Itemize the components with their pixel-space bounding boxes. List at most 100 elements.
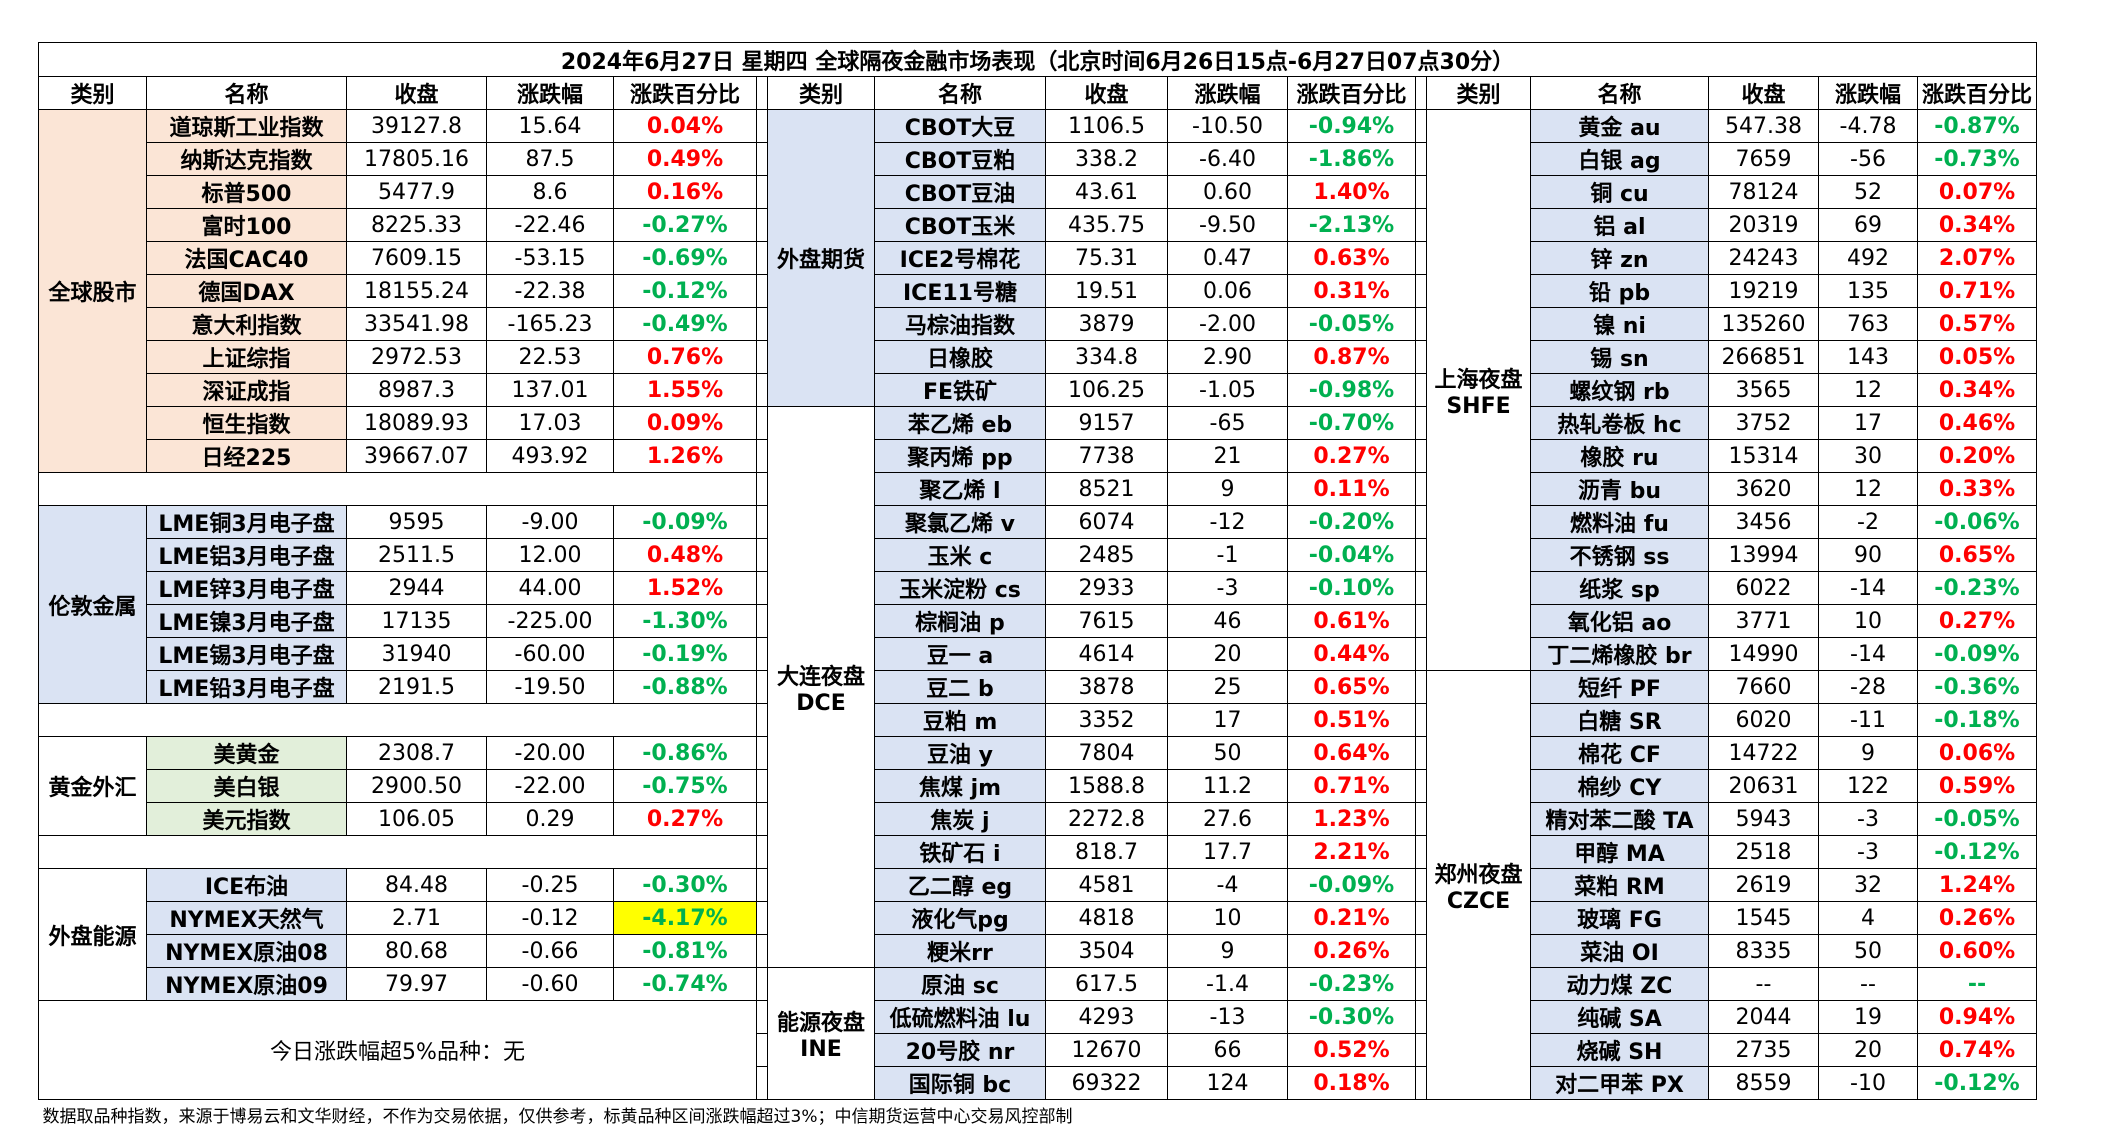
item-name: 动力煤 ZC — [1530, 967, 1709, 1001]
change-value: 9 — [1818, 736, 1918, 770]
change-percent: 0.57% — [1916, 307, 2038, 341]
change-percent: -0.69% — [613, 241, 757, 275]
change-percent: 0.27% — [613, 802, 757, 836]
item-name: 铅 pb — [1530, 274, 1709, 308]
change-percent: 0.05% — [1916, 340, 2038, 374]
change-percent: -0.09% — [613, 505, 757, 539]
column-separator — [1415, 76, 1427, 110]
close-value: 15314 — [1708, 439, 1819, 473]
change-percent: 0.49% — [613, 142, 757, 176]
column-separator — [756, 934, 768, 968]
change-percent: -0.20% — [1287, 505, 1416, 539]
item-name: CBOT玉米 — [874, 208, 1046, 242]
change-percent: 0.34% — [1916, 208, 2038, 242]
column-header: 名称 — [1530, 76, 1709, 110]
column-separator — [756, 505, 768, 539]
close-value: 17135 — [346, 604, 487, 638]
close-value: 617.5 — [1045, 967, 1168, 1001]
close-value: 19.51 — [1045, 274, 1168, 308]
close-value: 18089.93 — [346, 406, 487, 440]
column-separator — [1415, 703, 1427, 737]
column-separator — [1415, 307, 1427, 341]
close-value: 78124 — [1708, 175, 1819, 209]
change-value: 27.6 — [1167, 802, 1288, 836]
table-row: 富时100 8225.33 -22.46 -0.27% CBOT玉米 435.75 -9.5… — [39, 208, 2038, 242]
change-value: -0.25 — [486, 868, 614, 902]
table-row: LME铝3月电子盘 2511.5 12.00 0.48% 玉米 c 2485 -1 -0.04… — [39, 538, 2038, 572]
column-separator — [756, 538, 768, 572]
table-row: 美白银 2900.50 -22.00 -0.75% 焦煤 jm 1588.8 11.2 0.7… — [39, 769, 2038, 803]
item-name: 低硫燃料油 lu — [874, 1000, 1046, 1034]
close-value: 8335 — [1708, 934, 1819, 968]
column-separator — [1415, 505, 1427, 539]
table-row: 深证成指 8987.3 137.01 1.55% FE铁矿 106.25 -1.05 -0.9… — [39, 373, 2038, 407]
category-label: 伦敦金属 — [38, 505, 147, 704]
column-separator — [756, 109, 768, 143]
column-separator — [756, 736, 768, 770]
change-percent: -0.86% — [613, 736, 757, 770]
change-percent: 0.27% — [1287, 439, 1416, 473]
close-value: 3771 — [1708, 604, 1819, 638]
close-value: 4614 — [1045, 637, 1168, 671]
change-percent: -0.23% — [1916, 571, 2038, 605]
table-row: 20号胶 nr 12670 66 0.52% 烧碱 SH 2735 20 0.74% — [39, 1033, 2038, 1067]
change-value: 32 — [1818, 868, 1918, 902]
close-value: 9157 — [1045, 406, 1168, 440]
item-name: 标普500 — [146, 175, 347, 209]
change-value: -0.12 — [486, 901, 614, 935]
change-value: -9.50 — [1167, 208, 1288, 242]
close-value: 2933 — [1045, 571, 1168, 605]
close-value: 3352 — [1045, 703, 1168, 737]
item-name: LME铝3月电子盘 — [146, 538, 347, 572]
close-value: 5477.9 — [346, 175, 487, 209]
column-separator — [756, 472, 768, 506]
change-value: 17.7 — [1167, 835, 1288, 869]
column-separator — [756, 703, 768, 737]
column-separator — [756, 1066, 768, 1100]
change-percent: 0.46% — [1916, 406, 2038, 440]
close-value: 6022 — [1708, 571, 1819, 605]
change-percent: 0.48% — [613, 538, 757, 572]
change-value: 30 — [1818, 439, 1918, 473]
change-value: 137.01 — [486, 373, 614, 407]
change-percent: 2.21% — [1287, 835, 1416, 869]
change-percent: 0.63% — [1287, 241, 1416, 275]
item-name: 铁矿石 i — [874, 835, 1046, 869]
change-percent: 2.07% — [1916, 241, 2038, 275]
table-row: 美元指数 106.05 0.29 0.27% 焦炭 j 2272.8 27.6 1.23% 精对… — [39, 802, 2038, 836]
change-percent: 0.71% — [1287, 769, 1416, 803]
table-row: 铁矿石 i 818.7 17.7 2.21% 甲醇 MA 2518 -3 -0.12% — [38, 835, 2038, 869]
column-separator — [1415, 637, 1427, 671]
column-separator — [1415, 208, 1427, 242]
close-value: 4293 — [1045, 1000, 1168, 1034]
category-label: 郑州夜盘 CZCE — [1426, 670, 1531, 1100]
item-name: 苯乙烯 eb — [874, 406, 1046, 440]
change-percent: -0.30% — [613, 868, 757, 902]
change-value: -14 — [1818, 637, 1918, 671]
change-percent: 1.40% — [1287, 175, 1416, 209]
table-row: 纳斯达克指数 17805.16 87.5 0.49% CBOT豆粕 338.2 -6.40-… — [39, 142, 2038, 176]
change-value: 87.5 — [486, 142, 614, 176]
column-header: 涨跌幅 — [1818, 76, 1918, 110]
close-value: 17805.16 — [346, 142, 487, 176]
close-value: 2972.53 — [346, 340, 487, 374]
close-value: 5943 — [1708, 802, 1819, 836]
table-row: LME锡3月电子盘 31940 -60.00 -0.19% 豆一 a 4614 20 0.44… — [39, 637, 2038, 671]
column-separator — [1415, 604, 1427, 638]
item-name: 焦煤 jm — [874, 769, 1046, 803]
change-value: -3 — [1818, 835, 1918, 869]
change-value: -9.00 — [486, 505, 614, 539]
change-value: -1.4 — [1167, 967, 1288, 1001]
table-row: NYMEX天然气 2.71 -0.12 -4.17% 液化气pg 4818 10 0.21% 玻… — [39, 901, 2038, 935]
change-percent: 0.26% — [1916, 901, 2038, 935]
change-value: 17 — [1818, 406, 1918, 440]
change-percent: -0.05% — [1287, 307, 1416, 341]
column-separator — [756, 637, 768, 671]
close-value: 7738 — [1045, 439, 1168, 473]
change-value: 69 — [1818, 208, 1918, 242]
change-value: -1 — [1167, 538, 1288, 572]
change-percent: -- — [1916, 967, 2038, 1001]
item-name: NYMEX原油09 — [146, 967, 347, 1001]
change-percent: 1.55% — [613, 373, 757, 407]
change-percent: -0.18% — [1916, 703, 2038, 737]
